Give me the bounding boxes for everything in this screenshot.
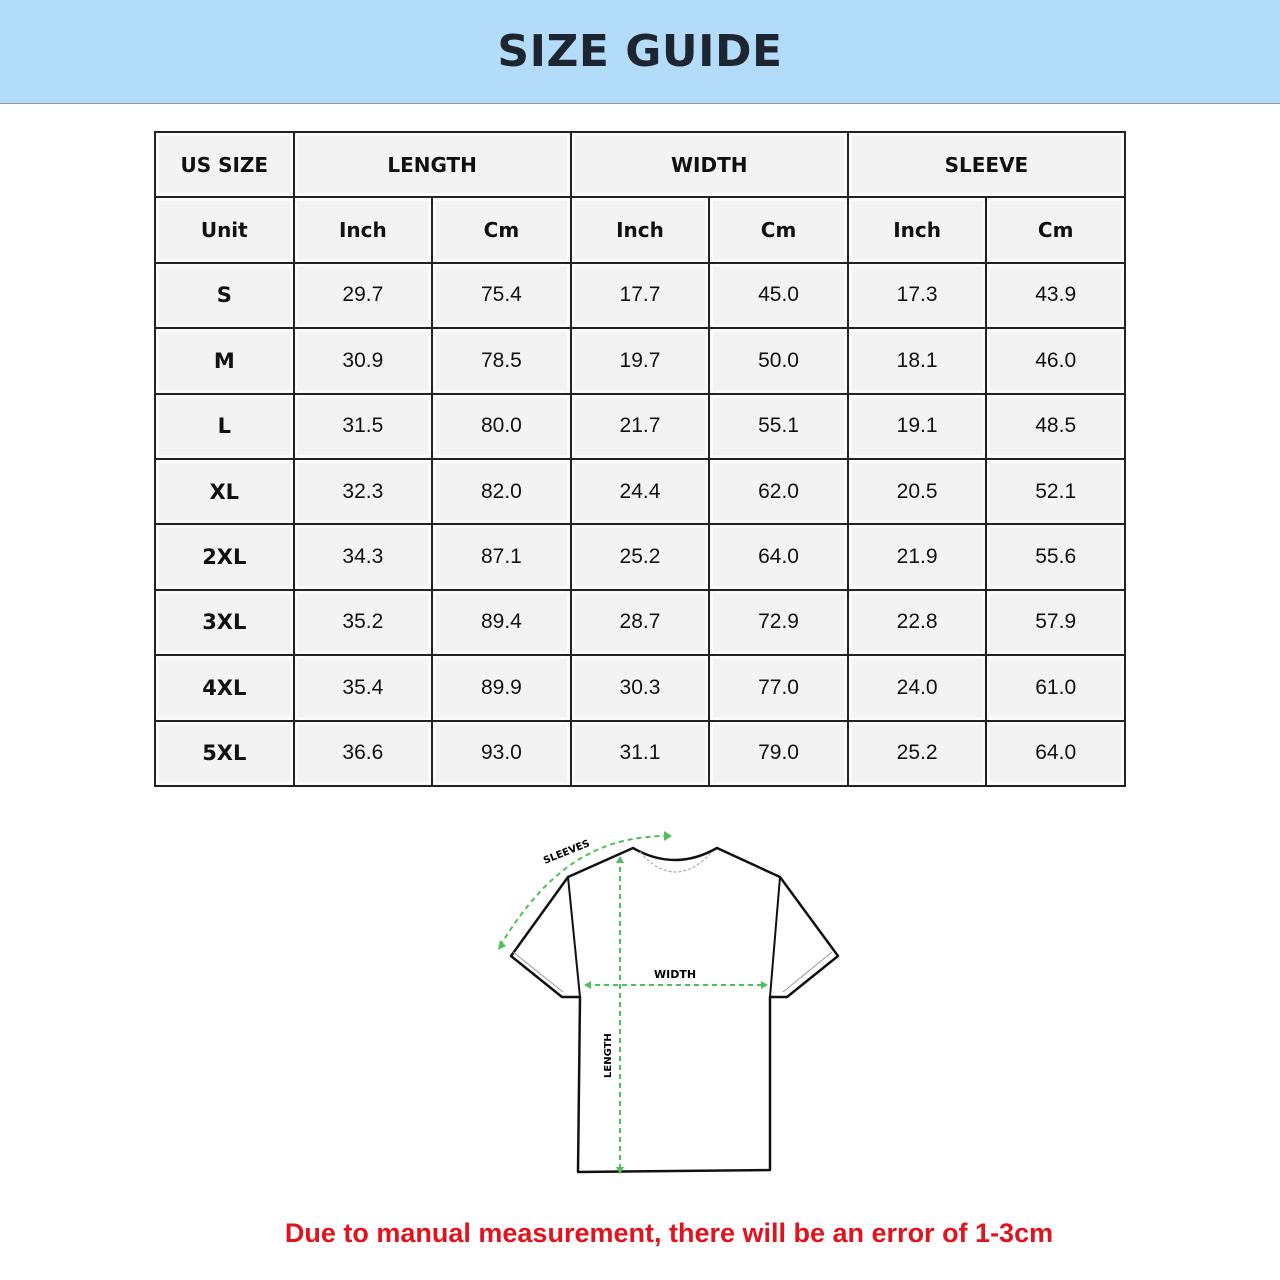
- us-size-header: US SIZE: [154, 130, 295, 199]
- measurement-cell: 30.9: [292, 327, 434, 395]
- table-row: 2XL 34.3 87.1 25.2 64.0 21.9 55.6: [154, 523, 1126, 591]
- measurement-cell: 45.0: [708, 261, 849, 330]
- table-row: M 30.9 78.5 19.7 50.0 18.1 46.0: [154, 327, 1126, 395]
- table-row: S 29.7 75.4 17.7 45.0 17.3 43.9: [154, 261, 1126, 330]
- sleeves-label: SLEEVES: [542, 838, 592, 867]
- measurement-cell: 24.0: [846, 654, 988, 722]
- table-row: L 31.5 80.0 21.7 55.1 19.1 48.5: [154, 392, 1126, 460]
- unit-cell: Cm: [431, 196, 572, 264]
- size-cell: 4XL: [154, 654, 295, 722]
- measurement-cell: 64.0: [708, 523, 849, 591]
- measurement-cell: 79.0: [708, 719, 849, 788]
- measurement-cell: 46.0: [985, 327, 1126, 395]
- unit-cell: Unit: [154, 196, 295, 264]
- measurement-cell: 82.0: [431, 457, 572, 526]
- measurement-cell: 87.1: [431, 523, 572, 591]
- measurement-cell: 61.0: [985, 654, 1126, 722]
- measurement-cell: 17.7: [569, 261, 711, 330]
- sleeve-cuff-right: [782, 951, 833, 993]
- measurement-cell: 20.5: [846, 457, 988, 526]
- measurement-cell: 57.9: [985, 588, 1126, 657]
- width-header: WIDTH: [569, 130, 849, 199]
- measurement-cell: 32.3: [292, 457, 434, 526]
- measurement-cell: 35.2: [292, 588, 434, 657]
- arrow-icon: [616, 856, 624, 863]
- measurement-cell: 31.5: [292, 392, 434, 460]
- measurement-cell: 30.3: [569, 654, 711, 722]
- measurement-cell: 22.8: [846, 588, 988, 657]
- size-cell: 5XL: [154, 719, 295, 788]
- width-label: WIDTH: [654, 968, 696, 981]
- unit-cell: Inch: [292, 196, 434, 264]
- page-title: SIZE GUIDE: [497, 26, 783, 77]
- measurement-cell: 48.5: [985, 392, 1126, 460]
- unit-cell: Inch: [846, 196, 988, 264]
- unit-row: Unit Inch Cm Inch Cm Inch Cm: [154, 196, 1126, 264]
- unit-cell: Cm: [708, 196, 849, 264]
- unit-cell: Inch: [569, 196, 711, 264]
- measurement-cell: 62.0: [708, 457, 849, 526]
- measurement-cell: 17.3: [846, 261, 988, 330]
- measurement-cell: 31.1: [569, 719, 711, 788]
- measurement-cell: 19.1: [846, 392, 988, 460]
- unit-cell: Cm: [985, 196, 1126, 264]
- collar-stitch: [639, 851, 713, 873]
- measurement-cell: 19.7: [569, 327, 711, 395]
- size-cell: M: [154, 327, 295, 395]
- measurement-cell: 55.6: [985, 523, 1126, 591]
- measurement-cell: 18.1: [846, 327, 988, 395]
- arrow-icon: [761, 981, 768, 989]
- measurement-cell: 50.0: [708, 327, 849, 395]
- measurement-cell: 52.1: [985, 457, 1126, 526]
- arrow-icon: [664, 831, 672, 841]
- measurement-cell: 28.7: [569, 588, 711, 657]
- measurement-cell: 36.6: [292, 719, 434, 788]
- table-row: XL 32.3 82.0 24.4 62.0 20.5 52.1: [154, 457, 1126, 526]
- measurement-cell: 93.0: [431, 719, 572, 788]
- size-cell: 3XL: [154, 588, 295, 657]
- measurement-note: Due to manual measurement, there will be…: [284, 1218, 1054, 1248]
- title-banner: SIZE GUIDE: [0, 0, 1280, 104]
- measurement-cell: 55.1: [708, 392, 849, 460]
- tshirt-outline: [509, 846, 840, 1174]
- group-header-row: US SIZE LENGTH WIDTH SLEEVE: [154, 130, 1127, 199]
- measurement-cell: 78.5: [431, 327, 572, 395]
- arrow-icon: [584, 981, 591, 989]
- tshirt-diagram: SLEEVES WIDTH LENGTH: [498, 831, 840, 1174]
- size-cell: XL: [154, 457, 295, 526]
- table-row: 5XL 36.6 93.0 31.1 79.0 25.2 64.0: [154, 719, 1126, 788]
- measurement-cell: 21.7: [569, 392, 711, 460]
- measurement-cell: 72.9: [708, 588, 849, 657]
- sleeve-measure-line: [499, 835, 669, 947]
- length-label: LENGTH: [603, 1033, 614, 1078]
- measurement-cell: 43.9: [985, 261, 1126, 330]
- measurement-cell: 35.4: [292, 654, 434, 722]
- size-cell: L: [154, 392, 295, 460]
- size-table: US SIZE LENGTH WIDTH SLEEVE Unit Inch Cm…: [154, 130, 1127, 788]
- measurement-cell: 64.0: [985, 719, 1126, 788]
- measurement-cell: 89.9: [431, 654, 572, 722]
- measurement-cell: 75.4: [431, 261, 572, 330]
- measurement-cell: 24.4: [569, 457, 711, 526]
- sleeve-cuff-left: [512, 951, 564, 993]
- table-row: 3XL 35.2 89.4 28.7 72.9 22.8 57.9: [154, 588, 1126, 657]
- measurement-cell: 25.2: [846, 719, 988, 788]
- sleeve-header: SLEEVE: [846, 130, 1127, 199]
- arrow-icon: [616, 1167, 624, 1174]
- measurement-cell: 34.3: [292, 523, 434, 591]
- size-cell: 2XL: [154, 523, 295, 591]
- arrow-icon: [498, 940, 506, 950]
- table-row: 4XL 35.4 89.9 30.3 77.0 24.0 61.0: [154, 654, 1126, 722]
- length-header: LENGTH: [292, 130, 572, 199]
- measurement-cell: 25.2: [569, 523, 711, 591]
- measurement-cell: 80.0: [431, 392, 572, 460]
- measurement-cell: 29.7: [292, 261, 434, 330]
- size-cell: S: [154, 261, 295, 330]
- measurement-cell: 21.9: [846, 523, 988, 591]
- measurement-cell: 77.0: [708, 654, 849, 722]
- measurement-cell: 89.4: [431, 588, 572, 657]
